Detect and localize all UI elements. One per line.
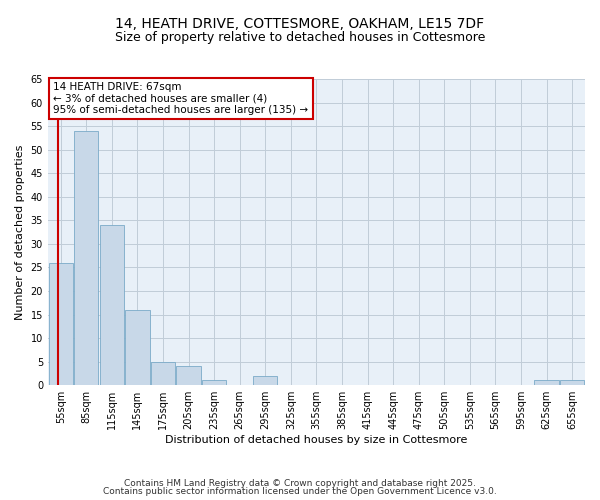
Text: Contains HM Land Registry data © Crown copyright and database right 2025.: Contains HM Land Registry data © Crown c… — [124, 478, 476, 488]
Bar — [560, 380, 584, 385]
Y-axis label: Number of detached properties: Number of detached properties — [15, 144, 25, 320]
Text: 14 HEATH DRIVE: 67sqm
← 3% of detached houses are smaller (4)
95% of semi-detach: 14 HEATH DRIVE: 67sqm ← 3% of detached h… — [53, 82, 308, 116]
Bar — [253, 376, 277, 385]
X-axis label: Distribution of detached houses by size in Cottesmore: Distribution of detached houses by size … — [165, 435, 467, 445]
Text: Size of property relative to detached houses in Cottesmore: Size of property relative to detached ho… — [115, 31, 485, 44]
Bar — [202, 380, 226, 385]
Bar — [176, 366, 201, 385]
Bar — [100, 225, 124, 385]
Bar — [74, 131, 98, 385]
Text: 14, HEATH DRIVE, COTTESMORE, OAKHAM, LE15 7DF: 14, HEATH DRIVE, COTTESMORE, OAKHAM, LE1… — [115, 18, 485, 32]
Bar — [151, 362, 175, 385]
Text: Contains public sector information licensed under the Open Government Licence v3: Contains public sector information licen… — [103, 487, 497, 496]
Bar — [49, 262, 73, 385]
Bar — [125, 310, 149, 385]
Bar — [535, 380, 559, 385]
